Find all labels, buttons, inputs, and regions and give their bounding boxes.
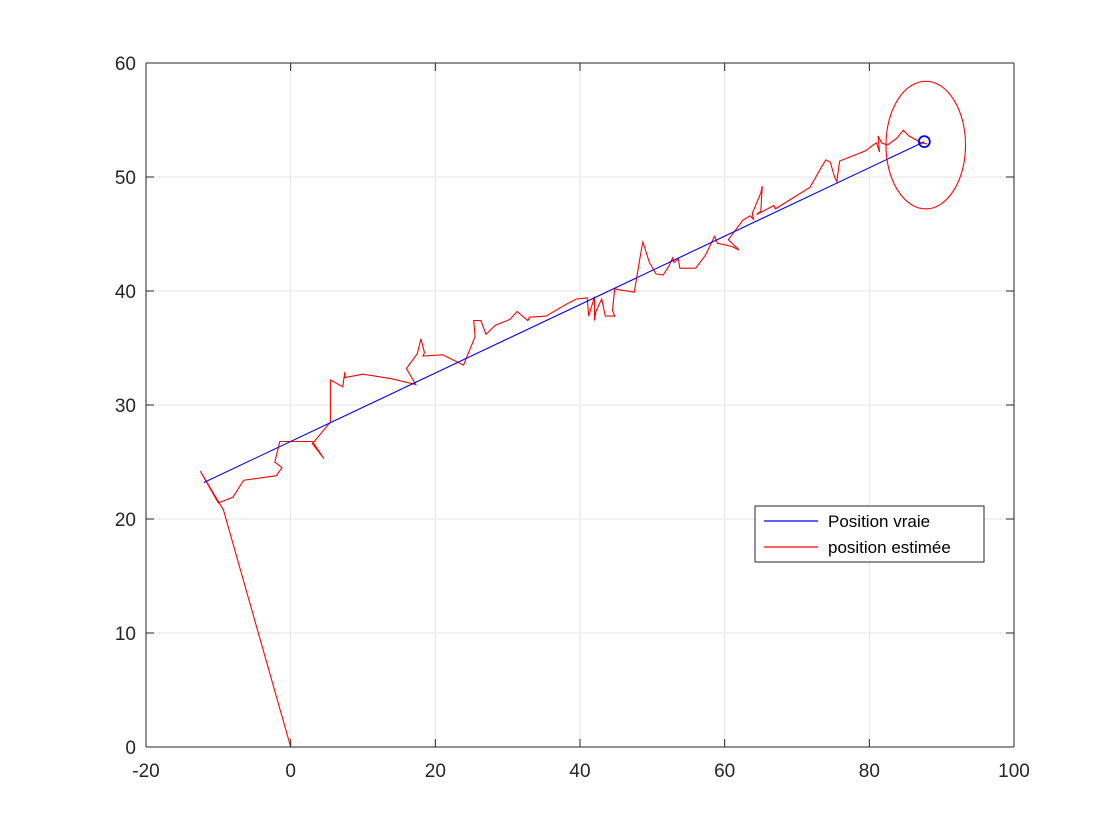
- x-tick-label: 80: [859, 761, 880, 782]
- x-tick-label: -20: [132, 761, 159, 782]
- x-tick-label: 0: [285, 761, 296, 782]
- y-tick-label: 10: [115, 624, 136, 645]
- x-tick-label: 60: [714, 761, 735, 782]
- y-tick-label: 0: [125, 738, 136, 759]
- legend-label-position-vraie: Position vraie: [828, 512, 930, 531]
- x-axis-ticks: [145, 63, 1015, 747]
- final-position-marker: [917, 135, 931, 149]
- y-tick-label: 20: [115, 510, 136, 531]
- x-tick-label: 20: [425, 761, 446, 782]
- y-tick-label: 50: [115, 168, 136, 189]
- legend-box: [754, 505, 985, 563]
- y-tick-label: 60: [115, 54, 136, 75]
- y-tick-label: 40: [115, 282, 136, 303]
- y-axis-ticks: [146, 62, 1014, 748]
- x-axis-tick-labels: -20 0 20 40 60 80 100: [132, 761, 1030, 782]
- legend-label-position-estimee: position estimée: [828, 538, 951, 557]
- series-layer: [199, 129, 928, 748]
- overlay-layer: [885, 80, 967, 210]
- series-line-position-estimee: [199, 129, 928, 748]
- uncertainty-ellipse: [885, 80, 967, 210]
- series-line-position-vraie: [203, 141, 925, 483]
- y-axis-tick-labels: 0 10 20 30 40 50 60: [115, 54, 136, 759]
- x-tick-label: 100: [998, 761, 1030, 782]
- legend: Position vraie position estimée: [754, 505, 985, 563]
- x-tick-label: 40: [569, 761, 590, 782]
- y-tick-label: 30: [115, 396, 136, 417]
